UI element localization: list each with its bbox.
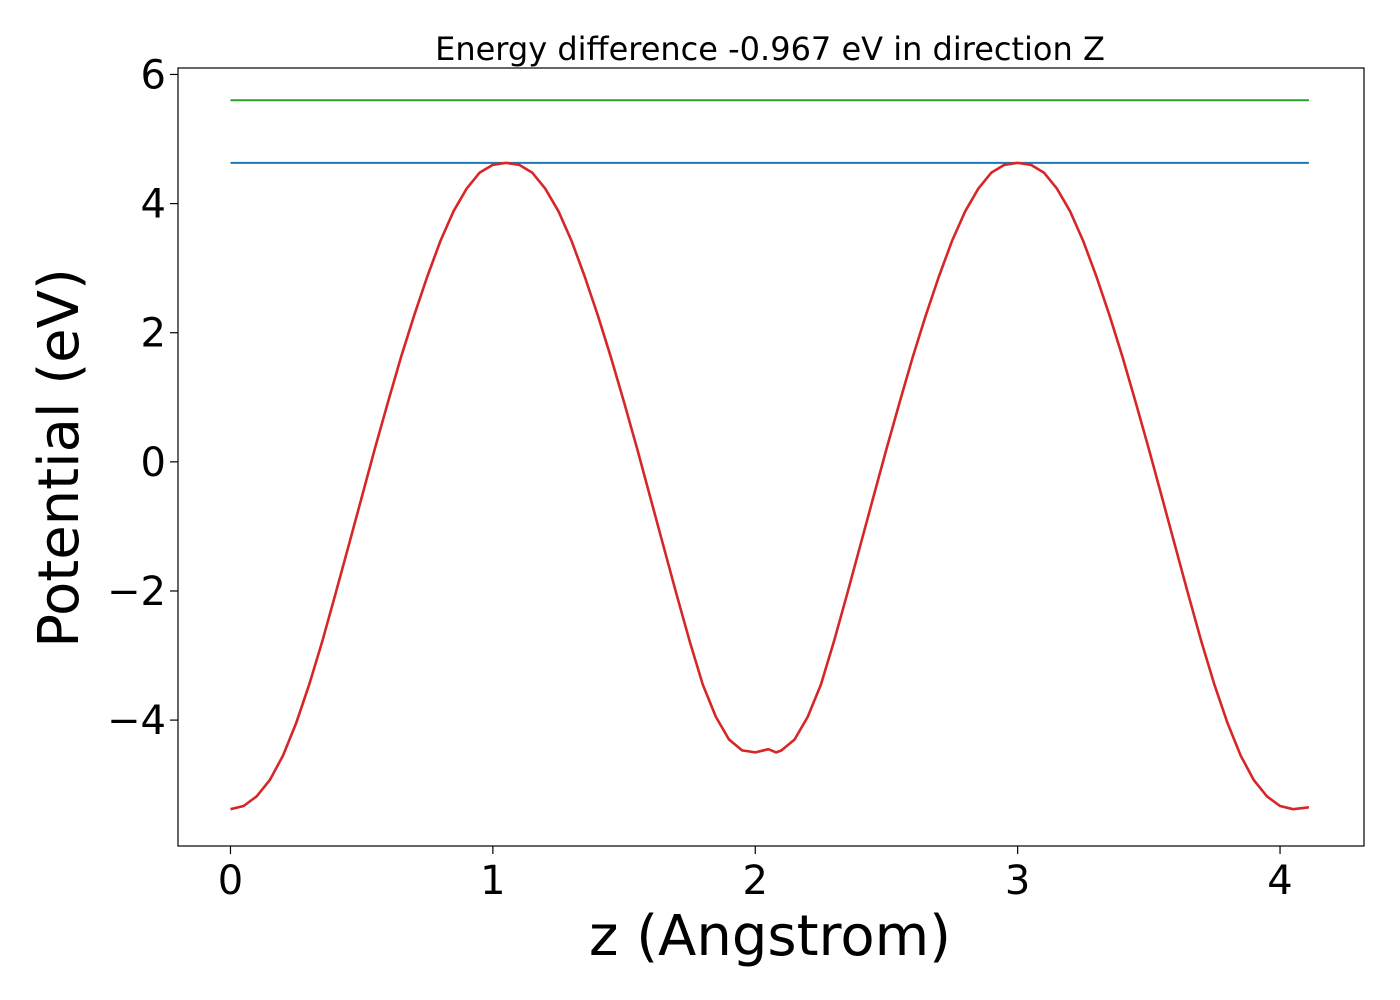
series-line-2 <box>230 161 1310 811</box>
plot-frame <box>177 67 1365 847</box>
y-tick-label: 0 <box>141 440 166 486</box>
x-axis-label: z (Angstrom) <box>589 904 951 969</box>
y-axis-label: Potential (eV) <box>27 268 92 648</box>
y-tick-label: 2 <box>141 311 166 357</box>
chart-title: Energy difference -0.967 eV in direction… <box>435 30 1105 68</box>
x-tick-label: 3 <box>1005 858 1030 904</box>
axes: 0 1 2 3 4 −4 −2 0 2 4 6 <box>107 52 1365 904</box>
x-tick-label: 4 <box>1267 858 1292 904</box>
x-tick-label: 2 <box>743 858 768 904</box>
y-tick-label: −4 <box>107 698 166 744</box>
x-tick-label: 0 <box>218 858 243 904</box>
x-tick-label: 1 <box>480 858 505 904</box>
plot-area <box>230 99 1310 811</box>
y-tick-label: 4 <box>141 182 166 228</box>
y-tick-label: −2 <box>107 569 166 615</box>
y-tick-label: 6 <box>141 52 166 98</box>
